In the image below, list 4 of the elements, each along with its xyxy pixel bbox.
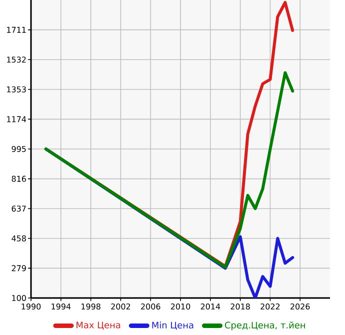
legend-label: Max Цена bbox=[76, 322, 120, 330]
legend-label: Сред.Цена, т.йен bbox=[224, 322, 305, 330]
line-series bbox=[44, 71, 294, 269]
legend-label: Min Цена bbox=[152, 322, 194, 330]
